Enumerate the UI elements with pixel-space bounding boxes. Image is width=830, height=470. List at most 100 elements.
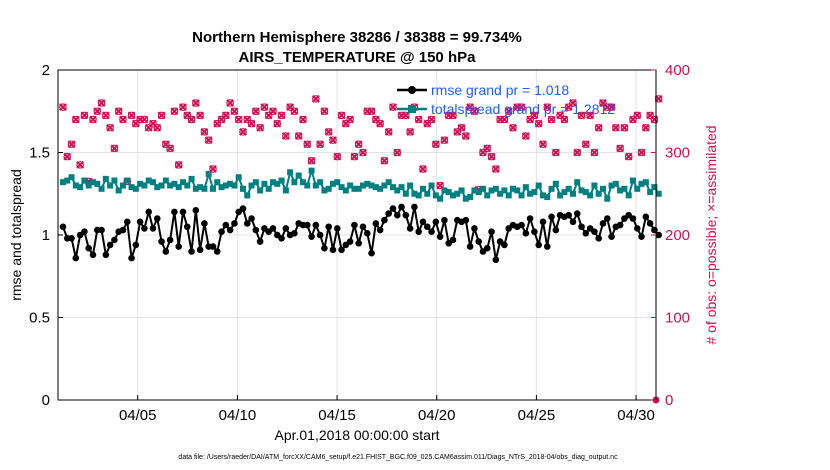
obs-possible-point xyxy=(204,136,213,144)
obs-assimilated-point xyxy=(157,111,166,120)
obs-assimilated-point xyxy=(110,144,119,153)
spread-point xyxy=(595,190,602,197)
rmse-point xyxy=(539,218,547,226)
rmse-point xyxy=(269,225,277,232)
rmse-point xyxy=(638,233,645,240)
obs-possible-point xyxy=(522,132,530,140)
rmse-point xyxy=(483,244,491,252)
rmse-point xyxy=(441,216,448,224)
spread-point xyxy=(621,185,628,192)
x-axis-ticks: 04/05 04/10 04/15 04/20 04/25 04/30 xyxy=(119,395,655,424)
rmse-point xyxy=(338,246,345,254)
spread-point xyxy=(342,187,349,194)
rmse-point xyxy=(359,223,367,231)
rmse-point xyxy=(522,230,530,237)
spread-point xyxy=(308,167,315,174)
obs-assimilated-point xyxy=(393,148,402,157)
obs-possible-point xyxy=(509,123,517,132)
rmse-point xyxy=(389,205,397,212)
obs-possible-point xyxy=(222,111,230,120)
y2-tick-label: 400 xyxy=(665,62,690,79)
obs-assimilated-point xyxy=(406,127,415,136)
obs-assimilated-point xyxy=(204,136,213,145)
obs-assimilated-point xyxy=(569,99,577,107)
y2-tick-label: 0 xyxy=(665,392,673,409)
spread-point xyxy=(458,187,465,194)
obs-possible-point xyxy=(149,119,157,128)
spread-point xyxy=(475,189,482,196)
spread-point xyxy=(158,182,165,189)
obs-possible-point xyxy=(174,161,183,169)
obs-assimilated-point xyxy=(367,107,376,116)
rmse-point xyxy=(333,225,341,232)
obs-layer xyxy=(59,94,663,404)
obs-possible-point xyxy=(234,115,243,124)
obs-assimilated-point xyxy=(324,127,333,136)
obs-possible-point xyxy=(492,165,500,173)
spread-point xyxy=(565,185,572,192)
obs-assimilated-point xyxy=(239,127,247,136)
spread-point xyxy=(338,184,345,191)
obs-assimilated-point xyxy=(299,115,307,124)
obs-assimilated-point xyxy=(376,119,385,128)
obs-possible-point xyxy=(80,111,89,120)
obs-assimilated-point xyxy=(76,160,85,169)
obs-possible-point xyxy=(594,123,603,132)
spread-point xyxy=(347,182,354,189)
spread-point xyxy=(119,182,126,189)
obs-assimilated-point xyxy=(251,107,260,116)
obs-possible-point xyxy=(93,107,102,116)
spread-point xyxy=(569,190,576,197)
spread-point xyxy=(591,182,598,189)
rmse-point xyxy=(68,235,75,242)
spread-point xyxy=(192,185,199,192)
spread-point xyxy=(94,180,101,187)
obs-possible-point xyxy=(324,128,333,136)
spread-point xyxy=(471,187,478,194)
obs-possible-point xyxy=(76,161,84,169)
rmse-point xyxy=(162,248,170,255)
obs-assimilated-point xyxy=(389,103,397,112)
spread-point xyxy=(231,182,238,189)
spread-point xyxy=(295,172,302,179)
obs-possible-point xyxy=(294,132,303,140)
obs-assimilated-point xyxy=(560,115,569,124)
obs-possible-point xyxy=(192,99,200,107)
obs-possible-point xyxy=(290,107,299,116)
spread-point xyxy=(368,182,375,189)
spread-point xyxy=(184,182,191,189)
rmse-point xyxy=(543,243,551,250)
spread-point xyxy=(428,182,435,189)
obs-assimilated-point xyxy=(67,140,76,149)
obs-possible-point xyxy=(440,136,449,144)
legend-rmse-label: rmse grand pr = 1.018 xyxy=(431,82,569,98)
obs-assimilated-point xyxy=(431,140,440,149)
obs-possible-point xyxy=(646,111,654,120)
rmse-point xyxy=(655,231,662,239)
obs-assimilated-point xyxy=(234,115,243,124)
rmse-point xyxy=(111,236,118,244)
spread-point xyxy=(214,179,221,186)
spread-point xyxy=(351,185,358,192)
obs-possible-point xyxy=(247,119,256,128)
x-tick-label: 04/25 xyxy=(518,407,556,424)
obs-possible-point xyxy=(63,152,72,161)
spread-point xyxy=(197,184,204,191)
obs-assimilated-point xyxy=(461,132,470,140)
spread-point xyxy=(132,185,139,192)
spread-point xyxy=(501,187,508,194)
rmse-point xyxy=(209,243,217,250)
spread-point xyxy=(398,184,405,191)
spread-point xyxy=(402,190,409,197)
obs-possible-point xyxy=(620,123,629,132)
y-axis-ticks: 0 0.5 1 1.5 2 xyxy=(29,62,63,409)
spread-point xyxy=(64,177,71,184)
spread-point xyxy=(599,185,606,192)
obs-possible-point xyxy=(67,140,76,149)
obs-possible-point xyxy=(260,103,269,111)
rmse-point xyxy=(158,238,165,245)
spread-point xyxy=(424,190,431,197)
spread-point xyxy=(188,175,195,182)
obs-assimilated-point xyxy=(294,132,303,140)
rmse-point xyxy=(368,249,375,257)
